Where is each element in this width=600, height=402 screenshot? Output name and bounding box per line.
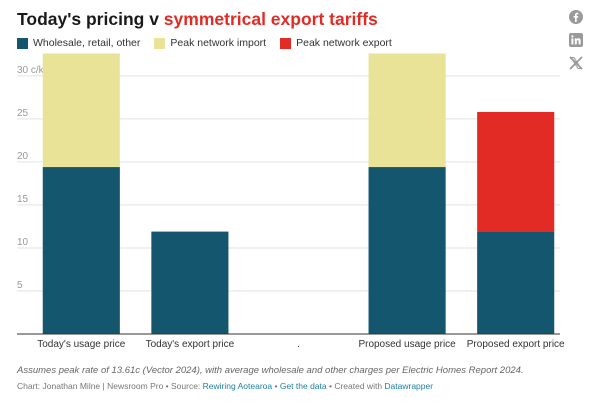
bar-segment: [42, 53, 120, 168]
source-link[interactable]: Rewiring Aotearoa: [202, 381, 273, 391]
x-tick-label: .: [297, 339, 300, 350]
get-data-link[interactable]: Get the data: [279, 381, 327, 391]
title-accent: symmetrical export tariffs: [163, 9, 378, 29]
bar-segment: [368, 167, 446, 334]
y-tick-label: 30 c/kWh: [17, 65, 59, 76]
y-tick-label: 5: [17, 280, 23, 291]
y-tick-label: 15: [17, 194, 29, 205]
legend-label-export: Peak network export: [296, 37, 392, 49]
bar-segment: [151, 231, 229, 334]
credit-separator: •: [272, 381, 280, 391]
x-tick-label: Today's usage price: [37, 339, 126, 350]
legend-item-export: Peak network export: [280, 37, 392, 49]
facebook-icon[interactable]: [569, 10, 583, 24]
x-tick-label: Today's export price: [146, 339, 235, 350]
y-tick-label: 25: [17, 108, 29, 119]
bar-segment: [368, 53, 446, 168]
linkedin-icon[interactable]: [569, 33, 583, 47]
chart-note: Assumes peak rate of 13.61c (Vector 2024…: [17, 365, 524, 376]
credit-created-with: • Created with: [326, 381, 385, 391]
legend-label-import: Peak network import: [170, 37, 267, 49]
legend-swatch-wholesale: [17, 37, 28, 49]
legend-swatch-import: [154, 37, 166, 49]
legend-item-import: Peak network import: [154, 37, 266, 49]
bar-segment: [42, 167, 120, 334]
chart-title: Today's pricing v symmetrical export tar…: [17, 9, 378, 30]
x-tick-label: Proposed usage price: [358, 339, 456, 350]
datawrapper-link[interactable]: Datawrapper: [384, 381, 434, 391]
bar-segment: [477, 111, 555, 232]
legend: Wholesale, retail, other Peak network im…: [17, 37, 392, 49]
legend-label-wholesale: Wholesale, retail, other: [33, 37, 141, 49]
social-share: [569, 10, 583, 70]
y-tick-label: 20: [17, 151, 29, 162]
legend-item-wholesale: Wholesale, retail, other: [17, 37, 140, 49]
x-icon[interactable]: [569, 56, 583, 70]
chart-credits: Chart: Jonathan Milne | Newsroom Pro • S…: [17, 381, 433, 391]
y-tick-label: 10: [17, 237, 29, 248]
title-prefix: Today's pricing v: [17, 9, 164, 29]
x-tick-label: Proposed export price: [467, 339, 565, 350]
credit-prefix: Chart: Jonathan Milne | Newsroom Pro • S…: [17, 381, 203, 391]
bar-segment: [477, 231, 555, 334]
legend-swatch-export: [280, 37, 292, 49]
